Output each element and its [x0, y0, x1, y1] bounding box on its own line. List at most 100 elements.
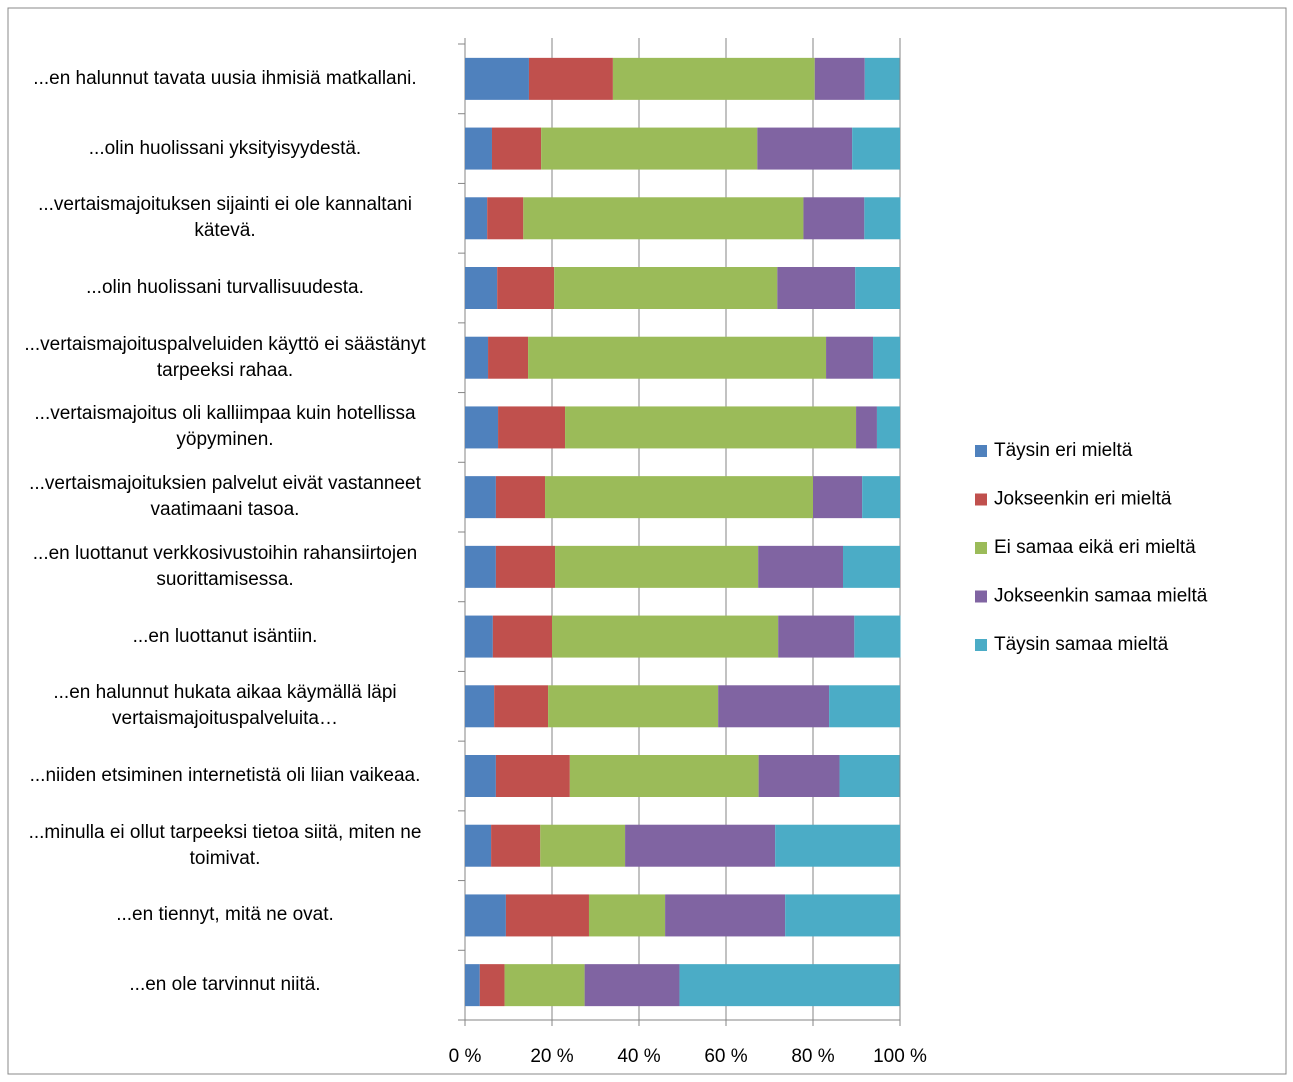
bar-segment	[540, 824, 626, 867]
bar-segment	[487, 197, 524, 240]
bar-segment	[813, 476, 863, 519]
bar-segment	[465, 615, 493, 658]
bar-segment	[465, 685, 495, 728]
legend-swatch	[975, 590, 987, 603]
bar-segment	[839, 755, 900, 797]
bar-segment	[504, 964, 585, 1007]
y-tick-label: ...vertaismajoituksen sijainti ei ole ka…	[38, 194, 412, 242]
bar-segment	[523, 197, 804, 240]
bar-segment	[505, 894, 589, 937]
y-tick-label: ...en luottanut isäntiin.	[132, 625, 318, 647]
bar-segment	[569, 755, 759, 797]
y-tick-label: ...minulla ei ollut tarpeeksi tietoa sii…	[28, 821, 422, 869]
bar-segment	[679, 964, 900, 1007]
bar-segment	[465, 197, 488, 240]
bar-segment	[829, 685, 900, 728]
bar-segment	[554, 267, 778, 309]
bar-segment	[465, 824, 492, 867]
bar-segment	[545, 476, 813, 519]
bar-segment	[488, 336, 529, 379]
bar-segment	[873, 336, 900, 379]
bar-segment	[465, 127, 492, 170]
bar-segment	[855, 267, 900, 309]
legend-label: Jokseenkin eri mieltä	[994, 489, 1172, 510]
y-tick-label: ...vertaismajoitus oli kalliimpaa kuin h…	[34, 403, 416, 451]
x-tick-label: 20 %	[530, 1046, 573, 1067]
bar-segment	[625, 824, 776, 867]
x-tick-label: 40 %	[617, 1046, 660, 1067]
bar-segment	[465, 267, 498, 309]
bar-segment	[843, 545, 900, 588]
y-tick-label: ...en ole tarvinnut niitä.	[129, 974, 321, 996]
bar-segment	[852, 127, 900, 170]
bar-segment	[864, 57, 900, 100]
bar-segment	[555, 545, 759, 588]
bar-segment	[856, 406, 877, 449]
x-tick-label: 100 %	[873, 1046, 927, 1067]
legend-swatch	[975, 639, 987, 651]
bar-segment	[612, 57, 815, 100]
bar-segment	[541, 127, 758, 170]
bar-segment	[758, 755, 840, 797]
bar-segment	[584, 964, 680, 1007]
bar-segment	[465, 755, 496, 797]
y-tick-label: ...en luottanut verkkosivustoihin rahans…	[32, 542, 418, 590]
bar-segment	[492, 615, 552, 658]
y-tick-label: ...niiden etsiminen internetistä oli lii…	[29, 765, 421, 786]
legend-label: Täysin samaa mieltä	[994, 634, 1169, 655]
bar-segment	[854, 615, 901, 658]
bar-segment	[465, 336, 489, 379]
bar-segment	[465, 406, 499, 449]
y-tick-label: ...en tiennyt, mitä ne ovat.	[116, 904, 334, 926]
bar-segment	[548, 685, 719, 728]
y-tick-label: ...olin huolissani turvallisuudesta.	[86, 277, 364, 298]
bar-segment	[758, 545, 844, 588]
x-tick-label: 80 %	[791, 1046, 834, 1067]
y-tick-label: ...vertaismajoituspalveluiden käyttö ei …	[24, 333, 426, 381]
bar-segment	[565, 406, 857, 449]
legend-label: Ei samaa eikä eri mieltä	[994, 537, 1196, 558]
bar-segment	[777, 267, 856, 309]
bar-segment	[757, 127, 853, 170]
bar-segment	[775, 824, 900, 867]
bar-segment	[528, 336, 827, 379]
bar-segment	[814, 57, 865, 100]
bar-segment	[465, 57, 529, 100]
bar-segment	[803, 197, 865, 240]
bar-segment	[491, 127, 542, 170]
legend-swatch	[975, 542, 987, 554]
legend-swatch	[975, 445, 987, 457]
bar-segment	[465, 894, 506, 937]
bar-segment	[718, 685, 830, 728]
bar-segment	[495, 755, 570, 797]
legend-swatch	[975, 493, 987, 506]
bar-segment	[465, 476, 496, 519]
bar-segment	[552, 615, 779, 658]
bar-segment	[498, 406, 566, 449]
bar-segment	[465, 964, 480, 1007]
bar-segment	[528, 57, 613, 100]
bar-segment	[494, 685, 549, 728]
bar-segment	[588, 894, 666, 937]
bar-segment	[495, 545, 556, 588]
x-tick-label: 0 %	[449, 1046, 482, 1067]
y-tick-label: ...en halunnut tavata uusia ihmisiä matk…	[33, 67, 417, 89]
bar-segment	[864, 197, 901, 240]
legend-label: Jokseenkin samaa mieltä	[994, 586, 1208, 607]
bar-segment	[778, 615, 855, 658]
y-tick-label: ...en halunnut hukata aikaa käymällä läp…	[53, 682, 397, 730]
legend-label: Täysin eri mieltä	[994, 440, 1133, 461]
bar-segment	[495, 476, 546, 519]
bar-segment	[665, 894, 786, 937]
bar-segment	[785, 894, 900, 937]
bar-segment	[491, 824, 541, 867]
bar-segment	[862, 476, 900, 519]
bar-segment	[876, 406, 900, 449]
bar-segment	[479, 964, 505, 1007]
x-tick-label: 60 %	[704, 1046, 747, 1067]
y-tick-label: ...vertaismajoituksien palvelut eivät va…	[29, 473, 421, 521]
y-tick-label: ...olin huolissani yksityisyydestä.	[88, 137, 362, 159]
bar-segment	[497, 267, 555, 309]
